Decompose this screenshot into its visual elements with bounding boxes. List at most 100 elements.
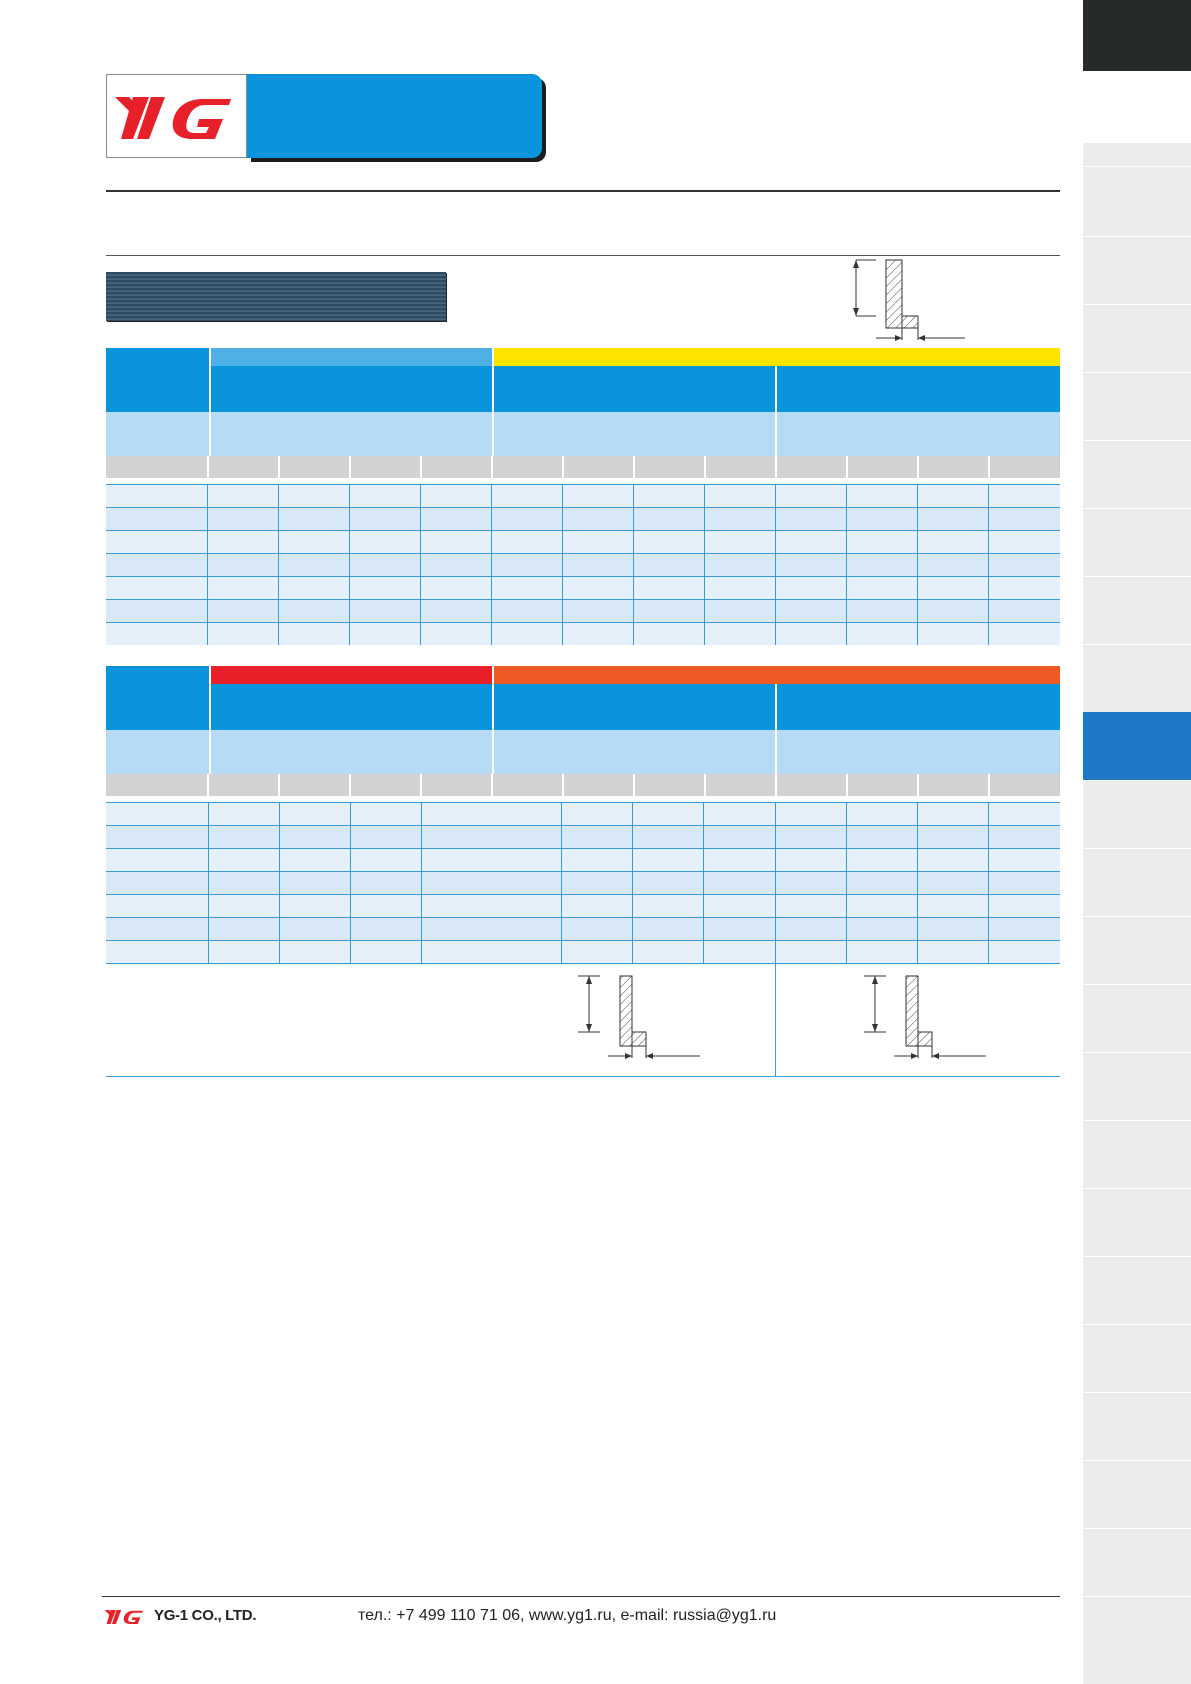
column-header-cell bbox=[919, 456, 989, 478]
table-cell bbox=[633, 600, 704, 622]
table-cell bbox=[207, 485, 278, 507]
table-cell bbox=[106, 803, 208, 825]
side-tab[interactable] bbox=[1083, 780, 1191, 848]
side-tab[interactable] bbox=[1083, 1256, 1191, 1324]
table-row bbox=[106, 917, 1060, 940]
column-header-cell bbox=[493, 774, 563, 796]
side-tab[interactable] bbox=[1083, 1052, 1191, 1120]
shoulder-diagram-icon bbox=[864, 975, 986, 1059]
column-header-cell bbox=[351, 774, 421, 796]
table-cell bbox=[703, 941, 774, 963]
side-tab[interactable] bbox=[1083, 1392, 1191, 1460]
column-header-cell bbox=[280, 456, 350, 478]
table-cell bbox=[349, 623, 420, 645]
table-cell bbox=[349, 918, 421, 940]
table-cell bbox=[421, 895, 561, 917]
side-tab[interactable] bbox=[1083, 372, 1191, 440]
table-cell bbox=[106, 918, 208, 940]
table-cell bbox=[632, 895, 703, 917]
table-cell bbox=[987, 803, 1060, 825]
side-tab[interactable] bbox=[1083, 576, 1191, 644]
table-cell bbox=[846, 531, 917, 553]
table-row bbox=[106, 622, 1060, 645]
table-cell bbox=[278, 508, 349, 530]
yg-logo bbox=[106, 74, 247, 158]
material-group-bar bbox=[211, 666, 492, 684]
table-cell bbox=[987, 554, 1060, 576]
table-cell bbox=[704, 600, 775, 622]
side-tab[interactable] bbox=[1083, 984, 1191, 1052]
table-row bbox=[106, 848, 1060, 871]
material-header bbox=[211, 366, 492, 412]
table-cell bbox=[704, 508, 775, 530]
notes-area bbox=[106, 963, 1060, 1077]
table-cell bbox=[106, 485, 207, 507]
side-tab[interactable] bbox=[1083, 236, 1191, 304]
table-cell bbox=[917, 531, 988, 553]
table-cell bbox=[917, 577, 988, 599]
table-cell bbox=[703, 849, 774, 871]
table-row bbox=[106, 599, 1060, 622]
table-row bbox=[106, 553, 1060, 576]
table-cell bbox=[774, 849, 846, 871]
table-cell bbox=[278, 600, 349, 622]
column-header-cell bbox=[422, 774, 492, 796]
table-cell bbox=[278, 941, 350, 963]
table-cell bbox=[987, 895, 1060, 917]
divider-line bbox=[106, 190, 1060, 192]
side-tab[interactable] bbox=[1083, 142, 1191, 166]
table-cell bbox=[562, 531, 633, 553]
table-cell bbox=[278, 485, 349, 507]
table-row bbox=[106, 871, 1060, 894]
table-cell bbox=[775, 577, 846, 599]
table-cell bbox=[207, 941, 279, 963]
side-tab[interactable] bbox=[1083, 71, 1191, 142]
divider-line bbox=[106, 255, 1060, 256]
side-tab[interactable] bbox=[1083, 1120, 1191, 1188]
table-cell bbox=[106, 872, 208, 894]
table-cell bbox=[703, 918, 774, 940]
table-cell bbox=[916, 803, 988, 825]
side-tab[interactable] bbox=[1083, 1324, 1191, 1392]
table-cell bbox=[421, 803, 561, 825]
column-header-cell bbox=[706, 774, 776, 796]
table-cell bbox=[561, 803, 632, 825]
side-tab[interactable] bbox=[1083, 440, 1191, 508]
table-cell bbox=[349, 803, 421, 825]
table-cell bbox=[562, 577, 633, 599]
side-tab[interactable] bbox=[1083, 916, 1191, 984]
side-tab[interactable] bbox=[1083, 1460, 1191, 1528]
side-tab[interactable] bbox=[1083, 1528, 1191, 1596]
table-cell bbox=[349, 508, 420, 530]
table-cell bbox=[917, 485, 988, 507]
table-cell bbox=[561, 941, 632, 963]
footer-divider bbox=[102, 1596, 1060, 1597]
cutting-conditions-table-2 bbox=[106, 666, 1061, 1077]
table-cell bbox=[774, 918, 846, 940]
table-cell bbox=[632, 918, 703, 940]
side-tab[interactable] bbox=[1083, 304, 1191, 372]
side-tab[interactable] bbox=[1083, 1596, 1191, 1684]
footer-contact: тел.: +7 499 110 71 06, www.yg1.ru, e-ma… bbox=[358, 1607, 777, 1624]
table-cell bbox=[349, 531, 420, 553]
column-header-cell bbox=[777, 456, 847, 478]
material-header bbox=[777, 366, 1060, 412]
side-tab[interactable] bbox=[1083, 1188, 1191, 1256]
side-tab[interactable] bbox=[1083, 166, 1191, 236]
table-cell bbox=[278, 895, 350, 917]
table-cell bbox=[775, 554, 846, 576]
product-banner bbox=[106, 272, 446, 321]
table-cell bbox=[704, 485, 775, 507]
table-cell bbox=[633, 508, 704, 530]
table-cell bbox=[349, 849, 421, 871]
table-cell bbox=[491, 600, 562, 622]
table-cell bbox=[916, 849, 988, 871]
table-cell bbox=[987, 485, 1060, 507]
side-tab-active[interactable] bbox=[1083, 712, 1191, 780]
side-tab[interactable] bbox=[1083, 508, 1191, 576]
table-cell bbox=[420, 485, 491, 507]
table-cell bbox=[491, 485, 562, 507]
table-cell bbox=[349, 554, 420, 576]
side-tab[interactable] bbox=[1083, 848, 1191, 916]
table-cell bbox=[106, 826, 208, 848]
